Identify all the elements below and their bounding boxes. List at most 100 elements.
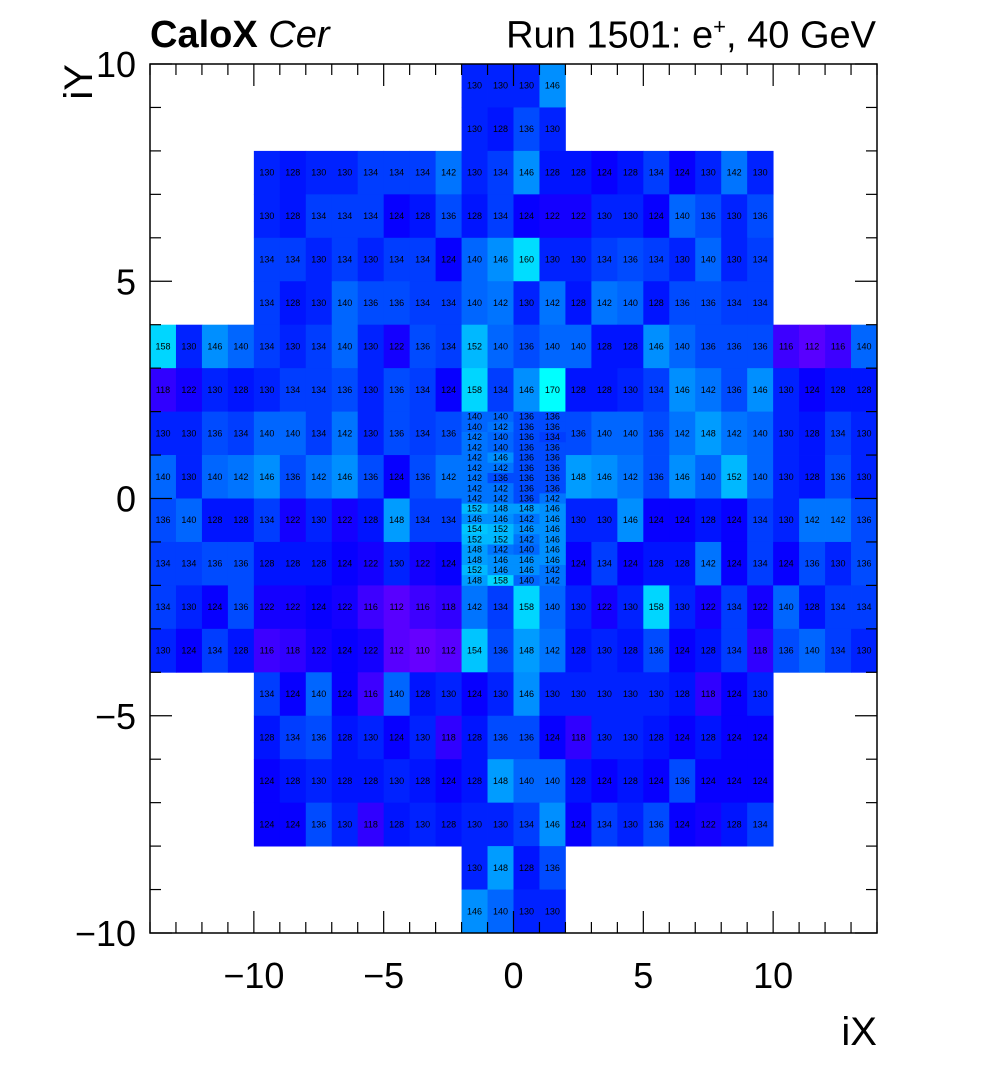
heatmap-cell xyxy=(331,411,359,456)
heatmap-cell xyxy=(150,324,177,369)
heatmap-cell xyxy=(617,368,644,412)
cell-value-label: 140 xyxy=(259,428,274,438)
cell-value-label: 130 xyxy=(155,646,170,656)
cell-value-label: 140 xyxy=(623,428,638,438)
heatmap-cell xyxy=(227,628,255,673)
cell-value-label: 140 xyxy=(571,341,586,351)
heatmap-cell xyxy=(487,846,514,890)
cell-value-label: 130 xyxy=(779,428,794,438)
cell-value-label: 142 xyxy=(233,472,248,482)
heatmap-cell xyxy=(669,194,696,239)
cell-value-label: 134 xyxy=(441,341,456,351)
heatmap-cell xyxy=(435,759,462,804)
heatmap-cell xyxy=(565,455,592,499)
fine-cell-value-label: 142 xyxy=(467,473,482,483)
heatmap-cell xyxy=(617,585,644,630)
heatmap-cell xyxy=(721,802,748,847)
heatmap-cell xyxy=(695,541,722,586)
cell-value-label: 136 xyxy=(675,298,690,308)
heatmap-cell xyxy=(617,715,644,760)
heatmap-cell xyxy=(565,802,592,847)
heatmap-fine-cell xyxy=(513,452,540,464)
heatmap-cell xyxy=(643,802,670,847)
heatmap-cells xyxy=(150,64,878,934)
heatmap-cell xyxy=(513,150,540,195)
cell-value-label: 130 xyxy=(623,385,638,395)
heatmap-cell xyxy=(643,498,670,543)
cell-value-label: 112 xyxy=(441,646,455,656)
run-suffix: , 40 GeV xyxy=(726,14,876,57)
cell-value-label: 136 xyxy=(389,385,404,395)
heatmap-cell xyxy=(591,194,618,239)
heatmap-cell xyxy=(851,411,878,456)
heatmap-cell xyxy=(253,411,281,456)
cell-value-label: 136 xyxy=(311,732,326,742)
heatmap-cell xyxy=(591,672,618,717)
heatmap-cell xyxy=(435,324,462,369)
heatmap-fine-cell xyxy=(513,483,540,494)
cell-value-label: 124 xyxy=(441,776,456,786)
cell-value-label: 130 xyxy=(259,385,274,395)
cell-value-label: 130 xyxy=(675,255,690,265)
heatmap-cell xyxy=(409,715,437,760)
heatmap-fine-cell xyxy=(513,432,540,443)
heatmap-fine-cell xyxy=(487,513,514,525)
heatmap-cell xyxy=(747,368,774,412)
cell-value-label: 128 xyxy=(415,211,430,221)
heatmap-cell xyxy=(565,628,592,673)
x-tick-label: −10 xyxy=(223,955,284,996)
heatmap-cell xyxy=(643,150,670,195)
heatmap-fine-cell xyxy=(539,432,566,443)
heatmap-cell xyxy=(721,368,748,412)
fine-cell-value-label: 146 xyxy=(519,565,534,575)
cell-value-label: 128 xyxy=(831,385,846,395)
cell-value-label: 128 xyxy=(675,559,690,569)
heatmap-cell xyxy=(331,715,359,760)
heatmap-cell xyxy=(383,715,411,760)
heatmap-cell xyxy=(435,628,462,673)
cell-value-label: 130 xyxy=(285,341,300,351)
heatmap-cell xyxy=(150,628,177,673)
heatmap-cell xyxy=(357,672,385,717)
cell-value-label: 146 xyxy=(519,168,534,178)
cell-value-label: 136 xyxy=(623,255,638,265)
cell-value-label: 146 xyxy=(597,472,612,482)
cell-value-label: 136 xyxy=(207,428,222,438)
heatmap-fine-cell xyxy=(461,472,488,484)
cell-value-label: 134 xyxy=(415,515,430,525)
heatmap-cell xyxy=(747,759,774,804)
cell-value-label: 130 xyxy=(259,168,274,178)
fine-cell-value-label: 146 xyxy=(493,514,508,524)
cell-value-label: 122 xyxy=(363,559,378,569)
heatmap-fine-cell xyxy=(461,554,488,566)
fine-cell-value-label: 152 xyxy=(493,524,508,534)
heatmap-cell xyxy=(617,411,644,456)
heatmap-cell xyxy=(435,585,462,630)
cell-value-label: 148 xyxy=(493,863,508,873)
cell-value-label: 134 xyxy=(649,255,664,265)
heatmap-cell xyxy=(825,541,852,586)
cell-value-label: 130 xyxy=(519,906,534,916)
cell-value-label: 148 xyxy=(701,428,716,438)
cell-value-label: 128 xyxy=(285,211,300,221)
heatmap-cell xyxy=(409,368,437,412)
heatmap-cell xyxy=(513,107,540,152)
cell-value-label: 140 xyxy=(389,689,404,699)
cell-value-label: 134 xyxy=(441,515,456,525)
fine-cell-value-label: 140 xyxy=(493,412,508,422)
fine-cell-value-label: 148 xyxy=(519,504,534,514)
heatmap-cell xyxy=(643,411,670,456)
fine-cell-value-label: 136 xyxy=(519,412,534,422)
heatmap-fine-cell xyxy=(487,472,514,484)
fine-cell-value-label: 140 xyxy=(493,432,508,442)
fine-cell-value-label: 142 xyxy=(493,463,508,473)
heatmap-cell xyxy=(721,281,748,326)
cell-value-label: 130 xyxy=(155,428,170,438)
cell-value-label: 134 xyxy=(727,646,742,656)
heatmap-cell xyxy=(539,64,566,108)
heatmap-cell xyxy=(513,759,540,804)
cell-value-label: 136 xyxy=(727,385,742,395)
cell-value-label: 124 xyxy=(649,211,664,221)
cell-value-label: 130 xyxy=(623,602,638,612)
heatmap-cell xyxy=(305,628,333,673)
